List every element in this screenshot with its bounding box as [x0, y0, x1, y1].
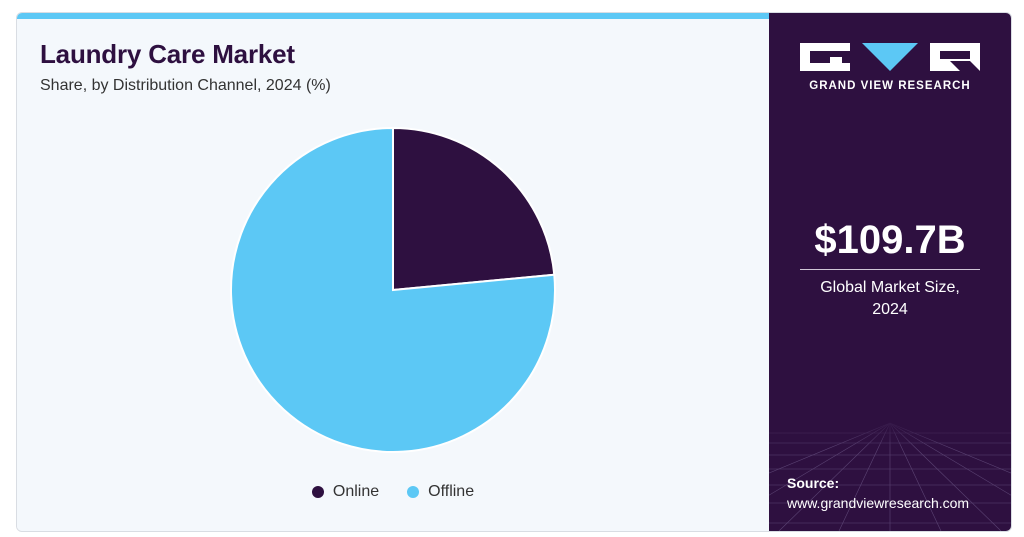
accent-bar [17, 13, 769, 19]
legend-swatch-online [311, 486, 324, 498]
pie-slice-offline [230, 126, 556, 453]
chart-title: Laundry Care Market [40, 39, 295, 69]
chart-legend: Online Offline [17, 483, 769, 501]
chart-card: Laundry Care Market Share, by Distributi… [16, 12, 1012, 532]
legend-label-online: Online [332, 483, 380, 500]
chart-subtitle: Share, by Distribution Channel, 2024 (%) [40, 77, 331, 94]
divider [800, 269, 980, 270]
market-size-label: Global Market Size, 2024 [769, 277, 1011, 321]
sidebar-panel: GRAND VIEW RESEARCH $109.7B Global Marke… [769, 13, 1011, 531]
source-block: Source: www.grandviewresearch.com [787, 473, 969, 513]
pie-slice-online [392, 126, 556, 292]
grand-view-research-logo [800, 43, 980, 71]
legend-item-offline: Offline [407, 483, 474, 501]
legend-swatch-offline [407, 486, 420, 498]
legend-label-offline: Offline [428, 483, 475, 500]
pie-chart [230, 126, 556, 453]
legend-item-online: Online [311, 483, 380, 501]
source-url[interactable]: www.grandviewresearch.com [787, 495, 970, 511]
market-size-label-line2: 2024 [872, 301, 908, 318]
market-size-label-line1: Global Market Size, [820, 279, 960, 296]
source-title: Source: [787, 475, 840, 491]
market-size-value: $109.7B [814, 218, 966, 262]
grid-background [769, 418, 1011, 531]
chart-panel: Laundry Care Market Share, by Distributi… [17, 13, 769, 531]
brand-name: GRAND VIEW RESEARCH [809, 80, 971, 92]
